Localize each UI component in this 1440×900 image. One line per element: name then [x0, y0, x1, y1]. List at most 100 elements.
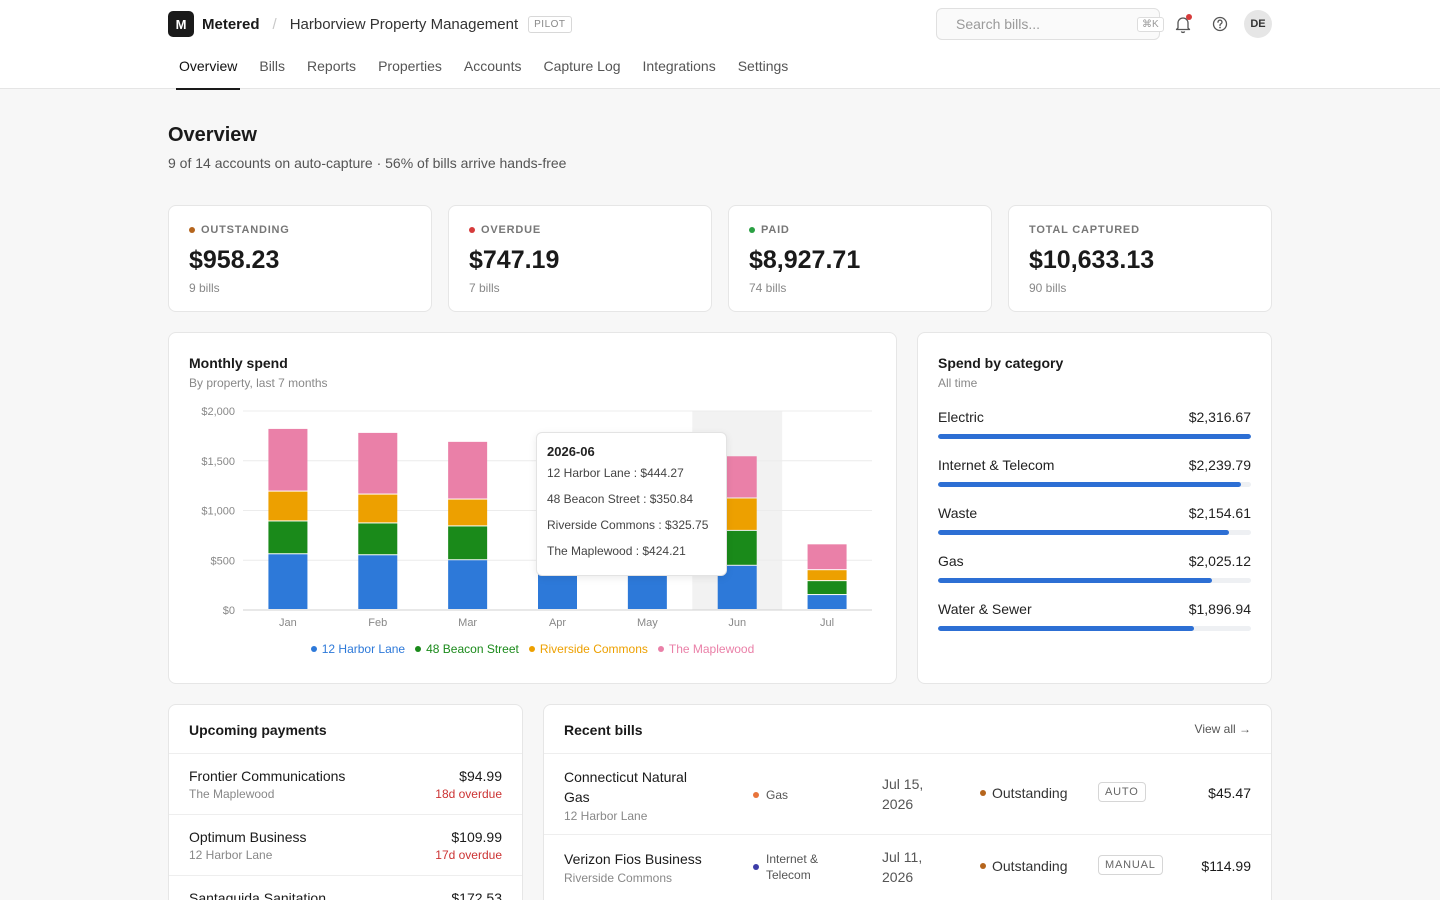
vendor-name: Santaguida Sanitation: [189, 890, 326, 900]
stat-card-outstanding[interactable]: OUTSTANDING $958.23 9 bills: [168, 205, 432, 312]
help-button[interactable]: [1209, 13, 1231, 35]
org-name[interactable]: Harborview Property Management: [289, 15, 519, 33]
list-item[interactable]: Santaguida Sanitation $172.53: [169, 876, 522, 900]
card-title: Upcoming payments: [189, 722, 327, 738]
vendor-name: Verizon Fios Business: [564, 851, 702, 867]
y-tick-label: $2,000: [201, 406, 235, 418]
tooltip-row: The Maplewood : $424.21: [547, 544, 686, 558]
tooltip-row: 48 Beacon Street : $350.84: [547, 492, 694, 506]
bill-amount: $109.99: [451, 829, 502, 845]
card-title: Monthly spend: [189, 355, 288, 371]
tooltip-row: 12 Harbor Lane : $444.27: [547, 466, 684, 480]
category-tag: Gas: [753, 787, 828, 803]
app-name[interactable]: Metered: [202, 15, 260, 33]
legend-dot: [310, 646, 317, 652]
stat-label: OVERDUE: [481, 224, 541, 236]
category-bar: [938, 434, 1251, 439]
x-tick-label: Jul: [820, 617, 834, 629]
y-tick-label: $500: [211, 555, 235, 567]
tab-settings[interactable]: Settings: [737, 58, 789, 74]
search-shortcut: ⌘K: [1137, 16, 1164, 32]
stat-value: $747.19: [469, 246, 560, 274]
tab-overview[interactable]: Overview: [168, 50, 248, 90]
bar-segment: [807, 581, 847, 595]
bar-segment: [268, 491, 308, 521]
legend-item[interactable]: 12 Harbor Lane: [310, 642, 405, 656]
notification-dot: [1186, 14, 1192, 20]
stat-card-total-captured[interactable]: TOTAL CAPTURED $10,633.13 90 bills: [1008, 205, 1272, 312]
property-name: 12 Harbor Lane: [564, 809, 648, 823]
breadcrumb-separator: /: [272, 15, 277, 33]
category-name: Gas: [938, 553, 964, 569]
legend-label: Riverside Commons: [539, 642, 648, 656]
org-badge: PILOT: [528, 15, 572, 33]
stat-card-overdue[interactable]: OVERDUE $747.19 7 bills: [448, 205, 712, 312]
bar-segment: [807, 570, 847, 581]
stat-label: PAID: [761, 224, 790, 236]
search-input[interactable]: [956, 16, 1137, 32]
user-avatar[interactable]: DE: [1244, 10, 1272, 38]
overdue-status: 18d overdue: [435, 787, 502, 801]
vendor-name: Optimum Business: [189, 829, 307, 845]
stat-count: 74 bills: [749, 281, 787, 295]
category-amount: $2,239.79: [1188, 457, 1251, 473]
view-all-link[interactable]: View all →: [1194, 722, 1251, 736]
category-label: Gas: [766, 788, 789, 802]
legend-label: 48 Beacon Street: [426, 642, 519, 656]
stat-value: $958.23: [189, 246, 280, 274]
category-amount: $2,154.61: [1188, 505, 1251, 521]
list-item[interactable]: Frontier Communications The Maplewood $94…: [169, 754, 522, 815]
status-dot: [189, 227, 195, 233]
status-dot: [749, 227, 755, 233]
status-label: Outstanding: [992, 785, 1068, 801]
bar-segment: [358, 555, 398, 609]
app-logo[interactable]: M: [168, 11, 194, 37]
legend-item[interactable]: The Maplewood: [657, 642, 754, 656]
bar-segment: [358, 523, 398, 555]
overdue-status: 17d overdue: [435, 848, 502, 862]
table-row[interactable]: Verizon Fios Business Riverside Commons I…: [544, 835, 1271, 900]
bar-segment: [448, 526, 488, 560]
search-box[interactable]: ⌘K: [936, 8, 1164, 40]
card-subtitle: By property, last 7 months: [189, 376, 328, 390]
stat-value: $10,633.13: [1029, 246, 1155, 274]
stat-count: 7 bills: [469, 281, 500, 295]
stat-value: $8,927.71: [749, 246, 861, 274]
category-amount: $1,896.94: [1188, 601, 1251, 617]
tab-properties[interactable]: Properties: [378, 58, 442, 74]
bar-segment: [268, 428, 308, 491]
legend-item[interactable]: 48 Beacon Street: [415, 642, 519, 656]
tab-bills[interactable]: Bills: [259, 58, 286, 74]
stat-label: TOTAL CAPTURED: [1029, 224, 1140, 236]
category-row[interactable]: Gas $2,025.12: [938, 553, 1251, 601]
category-row[interactable]: Internet & Telecom $2,239.79: [938, 457, 1251, 505]
category-bar-fill: [938, 482, 1241, 487]
list-item[interactable]: Optimum Business 12 Harbor Lane $109.99 17…: [169, 815, 522, 876]
legend-item[interactable]: Riverside Commons: [528, 642, 648, 656]
property-name: The Maplewood: [189, 787, 275, 801]
category-bar-fill: [938, 578, 1212, 583]
category-list: Electric $2,316.67 Internet & Telecom $2,2…: [938, 409, 1251, 649]
tab-accounts[interactable]: Accounts: [463, 58, 522, 74]
bar-segment: [448, 441, 488, 499]
tab-integrations[interactable]: Integrations: [642, 58, 716, 74]
tab-capture-log[interactable]: Capture Log: [543, 58, 621, 74]
property-name: 12 Harbor Lane: [189, 848, 273, 862]
bar-segment: [538, 574, 577, 609]
category-row[interactable]: Water & Sewer $1,896.94: [938, 601, 1251, 649]
monthly-spend-chart: $0 $500 $1,000 $1,500 $2,000 Jan Feb Mar Apr May J…: [201, 406, 872, 629]
notifications-button[interactable]: [1172, 13, 1194, 35]
category-name: Waste: [938, 505, 978, 521]
bar-segment: [807, 544, 847, 570]
bar-segment: [268, 554, 308, 609]
category-bar-fill: [938, 530, 1230, 535]
card-subtitle: All time: [938, 376, 978, 390]
table-row[interactable]: Connecticut Natural Gas 12 Harbor Lane Ga…: [544, 754, 1271, 835]
stat-card-paid[interactable]: PAID $8,927.71 74 bills: [728, 205, 992, 312]
chart-legend: 12 Harbor Lane 48 Beacon Street Riverside …: [169, 642, 896, 656]
vendor-name: Frontier Communications: [189, 768, 346, 784]
category-row[interactable]: Waste $2,154.61: [938, 505, 1251, 553]
recent-bills-card: Recent bills View all → Connecticut Natu…: [543, 704, 1272, 900]
category-row[interactable]: Electric $2,316.67: [938, 409, 1251, 457]
tab-reports[interactable]: Reports: [307, 58, 357, 74]
